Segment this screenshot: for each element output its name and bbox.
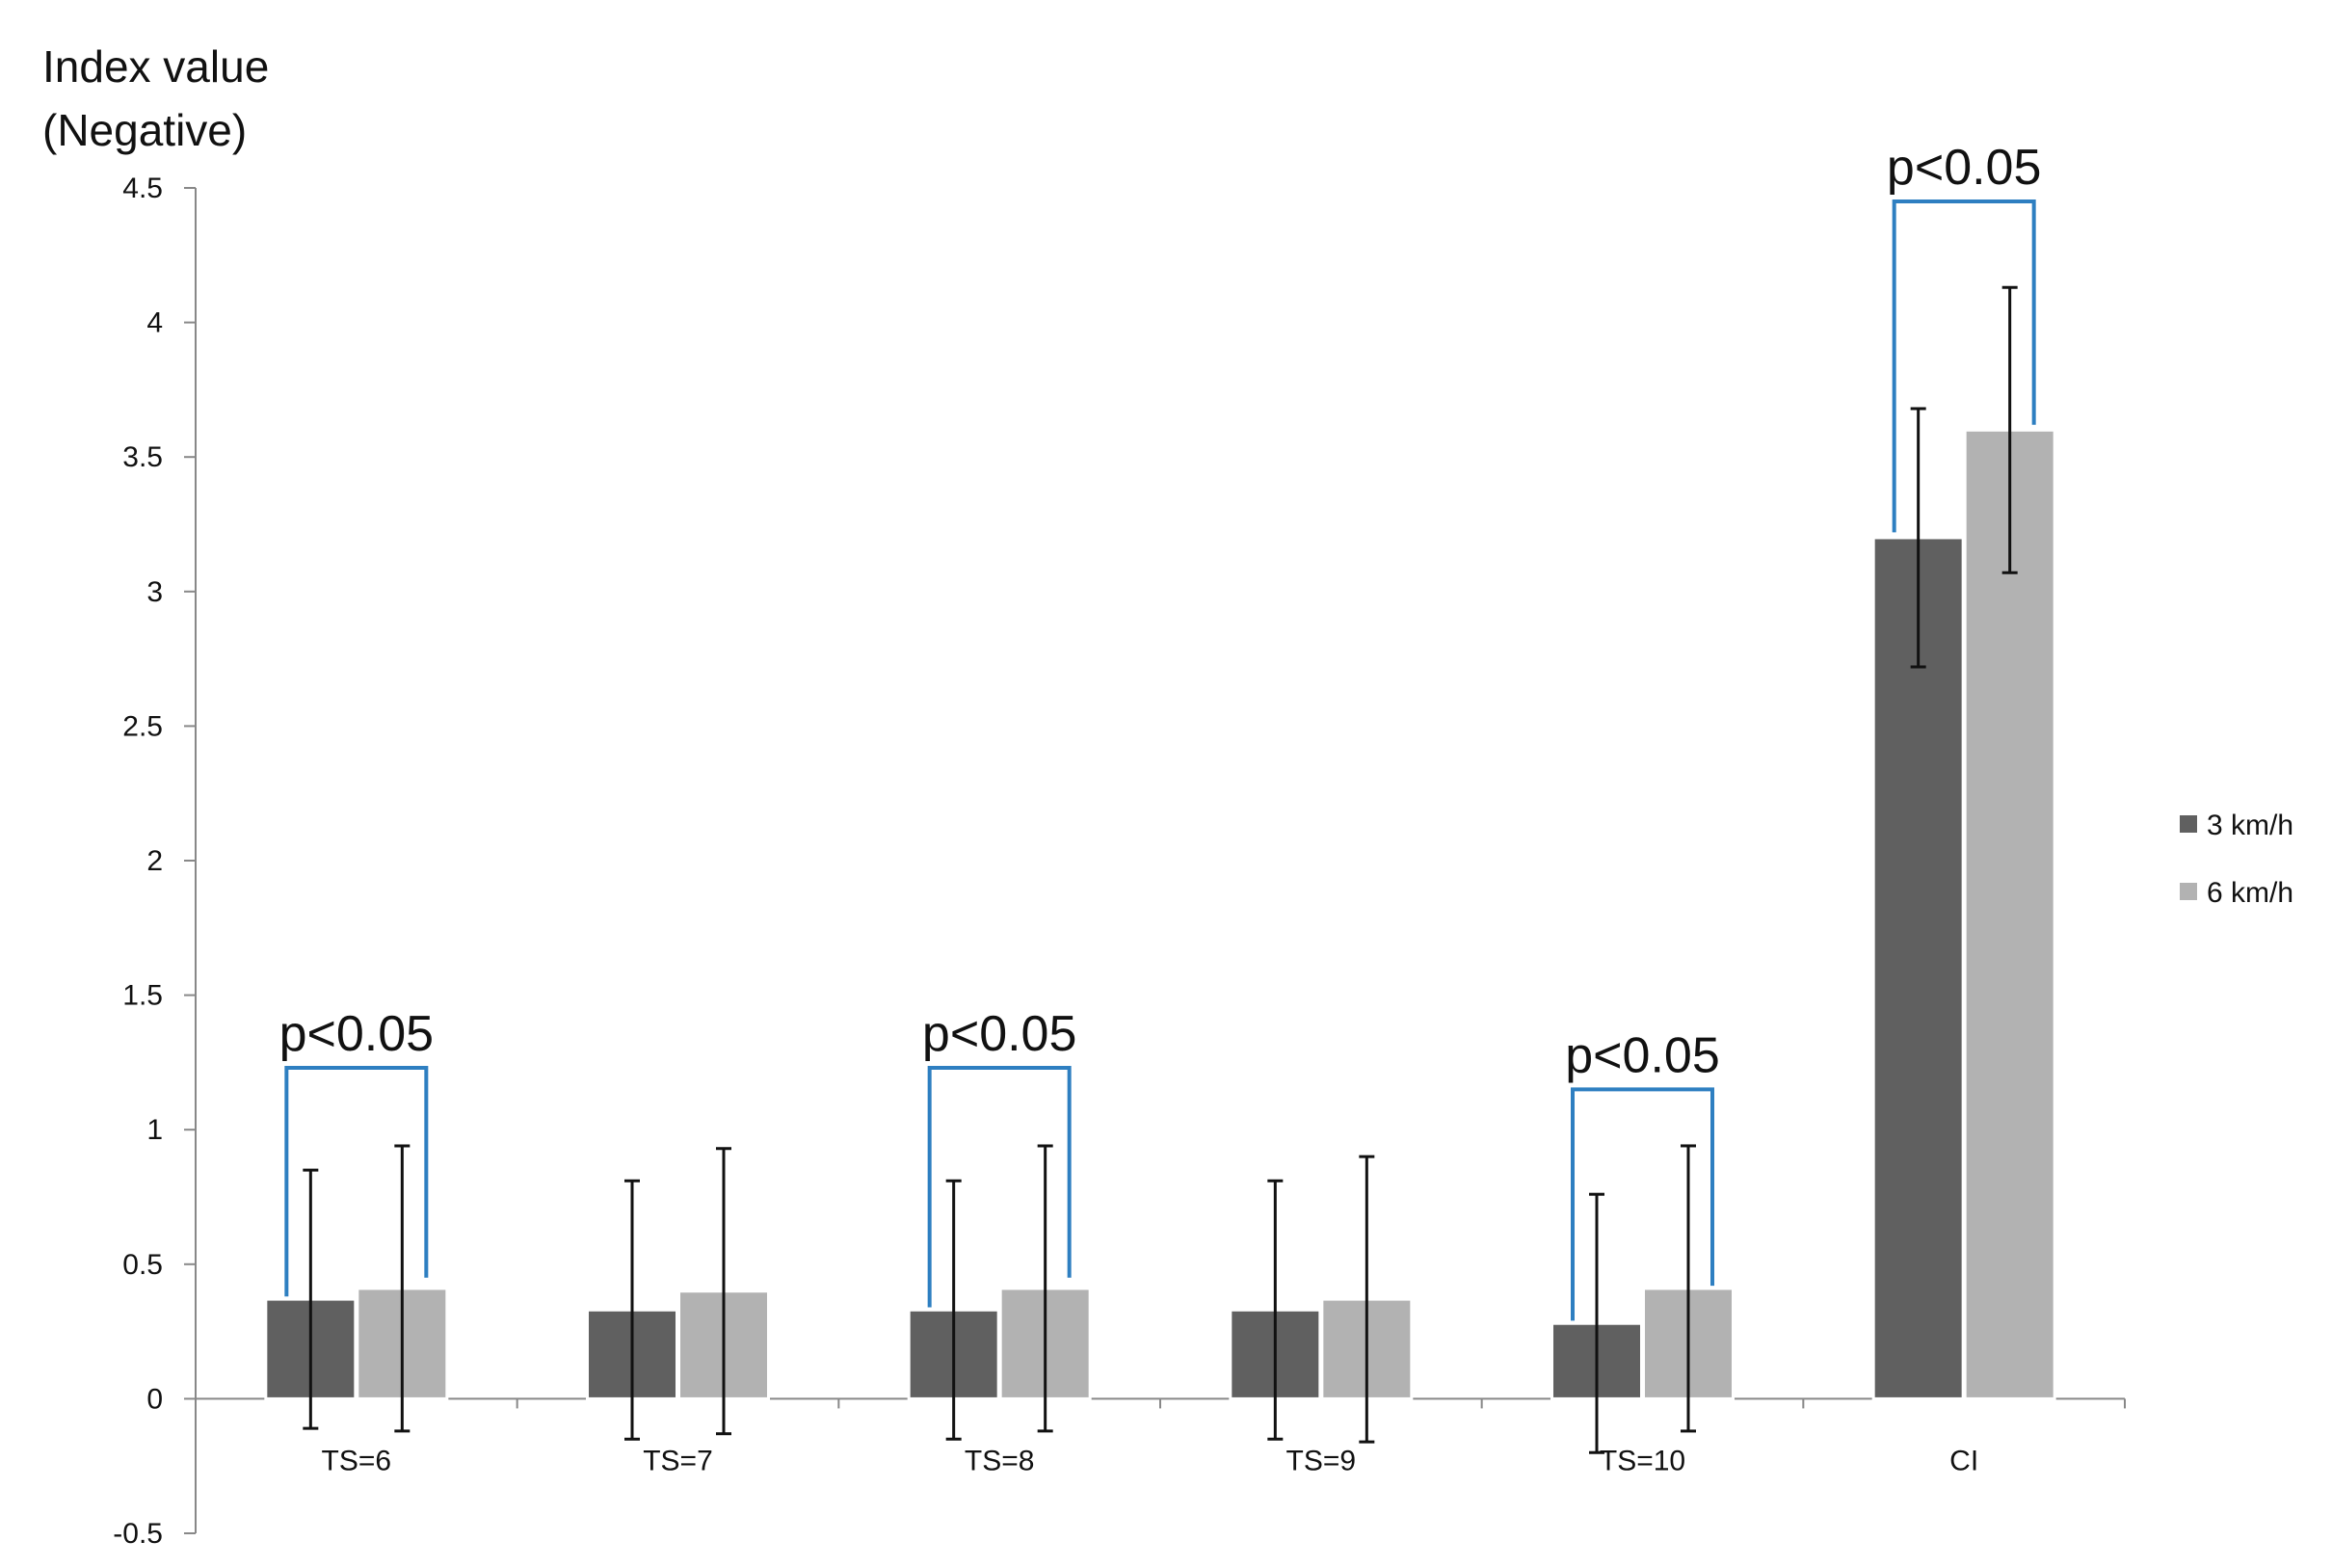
significance-bracket: [927, 1065, 1072, 1308]
x-tick-label: TS=8: [965, 1445, 1035, 1476]
significance-label: p<0.05: [922, 1006, 1077, 1062]
significance-label: p<0.05: [279, 1006, 435, 1062]
significance-label: p<0.05: [1565, 1027, 1720, 1083]
legend-swatch: [2180, 883, 2197, 900]
x-tick-label: CI: [1949, 1445, 1978, 1476]
y-axis-label-line1: Index value: [42, 41, 270, 92]
x-tick-label: TS=7: [643, 1445, 713, 1476]
significance-bracket: [1892, 199, 2036, 533]
x-tick-label: TS=9: [1286, 1445, 1357, 1476]
y-tick-label: 0.5: [122, 1249, 163, 1281]
bar: [1963, 428, 2056, 1400]
y-tick-label: 2.5: [122, 710, 163, 742]
significance-label: p<0.05: [1887, 140, 2042, 196]
y-tick-label: 3.5: [122, 441, 163, 473]
significance-bracket: [284, 1065, 429, 1297]
significance-bracket: [1571, 1087, 1714, 1321]
y-tick-label: 1.5: [122, 980, 163, 1012]
legend-label: 3 km/h: [2207, 810, 2293, 841]
y-tick-label: 1: [146, 1114, 163, 1146]
y-tick-label: 4.5: [122, 173, 163, 204]
legend-swatch: [2180, 815, 2197, 833]
y-tick-label: 3: [146, 576, 163, 608]
y-tick-label: 0: [146, 1383, 163, 1415]
legend-label: 6 km/h: [2207, 877, 2293, 909]
y-axis-label-line2: (Negative): [42, 105, 248, 155]
y-tick-label: -0.5: [113, 1518, 163, 1550]
x-tick-label: TS=10: [1600, 1445, 1685, 1476]
y-tick-label: 2: [146, 845, 163, 877]
x-tick-label: TS=6: [322, 1445, 392, 1476]
y-tick-label: 4: [146, 307, 163, 339]
